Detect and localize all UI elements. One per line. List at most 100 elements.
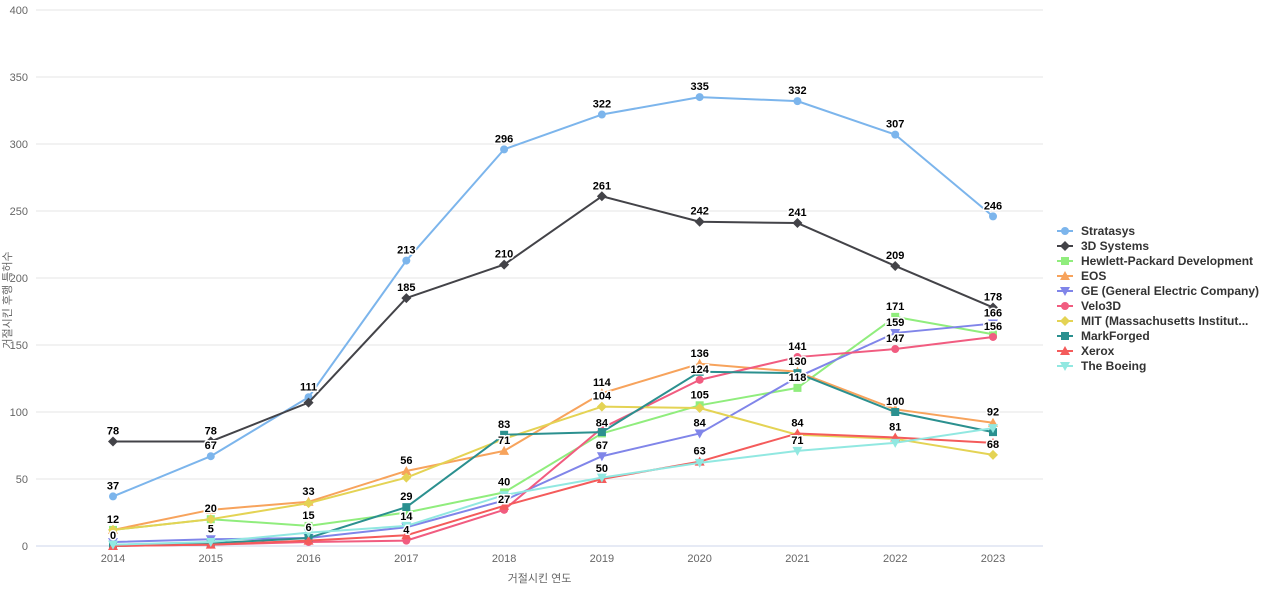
y-tick-label: 100 xyxy=(10,407,28,419)
legend-label: Xerox xyxy=(1081,343,1115,358)
data-label: 37 xyxy=(107,480,119,492)
y-tick-label: 150 xyxy=(10,340,28,352)
y-axis-title: 거절시킨 후행 특허수 xyxy=(2,251,14,349)
data-label: 84 xyxy=(694,417,707,429)
legend-label: The Boeing xyxy=(1081,358,1147,373)
series-3d-systems xyxy=(108,191,998,447)
legend-item-hewlett-packard-development[interactable]: Hewlett-Packard Development xyxy=(1056,253,1259,268)
series-xerox xyxy=(108,428,998,550)
series-velo3d xyxy=(109,332,997,550)
data-label: 242 xyxy=(690,206,708,218)
x-axis-title: 거절시킨 연도 xyxy=(507,573,572,585)
data-label: 209 xyxy=(886,250,904,262)
data-label: 78 xyxy=(205,425,217,437)
y-tick-label: 350 xyxy=(10,72,28,84)
series-markforged xyxy=(109,367,997,550)
series-stratasys xyxy=(109,93,997,501)
data-label: 100 xyxy=(886,396,904,408)
x-tick-label: 2018 xyxy=(492,553,516,565)
data-label: 261 xyxy=(593,180,611,192)
data-label: 84 xyxy=(596,417,609,429)
data-label: 114 xyxy=(593,377,612,389)
series-line xyxy=(112,335,994,547)
y-tick-label: 250 xyxy=(10,206,28,218)
data-label: 156 xyxy=(984,321,1002,333)
data-label: 213 xyxy=(397,245,415,257)
legend-marker-icon xyxy=(1057,240,1073,251)
data-label: 6 xyxy=(305,522,311,534)
legend-label: Velo3D xyxy=(1081,298,1122,313)
legend-label: Hewlett-Packard Development xyxy=(1081,253,1254,268)
x-tick-label: 2021 xyxy=(785,553,809,565)
legend-item-velo3d[interactable]: Velo3D xyxy=(1056,298,1259,313)
data-label: 130 xyxy=(788,356,806,368)
x-tick-label: 2023 xyxy=(981,553,1005,565)
data-label: 12 xyxy=(107,514,119,526)
data-label: 40 xyxy=(498,476,510,488)
data-label: 111 xyxy=(300,381,317,393)
data-label: 332 xyxy=(788,85,806,97)
data-label: 4 xyxy=(403,525,410,537)
data-label: 15 xyxy=(302,510,314,522)
series-line xyxy=(112,195,994,443)
series-line xyxy=(112,432,994,547)
legend-marker-icon xyxy=(1057,301,1073,310)
legend-item-3d-systems[interactable]: 3D Systems xyxy=(1056,238,1259,253)
legend-item-mit-massachusetts-institut[interactable]: MIT (Massachusetts Institut... xyxy=(1056,313,1259,328)
series-line xyxy=(112,322,994,543)
x-tick-label: 2014 xyxy=(101,553,125,565)
series-line xyxy=(112,370,994,547)
legend-item-ge-general-electric-company[interactable]: GE (General Electric Company) xyxy=(1056,283,1259,298)
data-label: 322 xyxy=(593,99,611,111)
legend-marker-icon xyxy=(1057,226,1073,235)
data-label: 33 xyxy=(302,486,314,498)
data-label: 68 xyxy=(987,439,999,451)
x-tick-label: 2017 xyxy=(394,553,418,565)
data-label: 78 xyxy=(107,425,119,437)
data-label: 141 xyxy=(788,341,806,353)
legend-marker-icon xyxy=(1057,361,1073,371)
data-label: 5 xyxy=(208,523,214,535)
legend-marker-icon xyxy=(1057,315,1073,326)
legend-item-xerox[interactable]: Xerox xyxy=(1056,343,1259,358)
series-line xyxy=(112,362,994,531)
legend-label: GE (General Electric Company) xyxy=(1081,283,1260,298)
data-label: 210 xyxy=(495,249,513,261)
y-tick-label: 400 xyxy=(10,5,28,17)
x-tick-label: 2016 xyxy=(296,553,320,565)
legend-item-markforged[interactable]: MarkForged xyxy=(1056,328,1259,343)
data-label: 56 xyxy=(400,455,412,467)
x-tick-label: 2022 xyxy=(883,553,907,565)
legend-item-eos[interactable]: EOS xyxy=(1056,268,1259,283)
data-label: 83 xyxy=(498,419,510,431)
series-the-boeing xyxy=(108,424,998,550)
data-label: 67 xyxy=(596,440,608,452)
data-label: 307 xyxy=(886,119,904,131)
data-label: 20 xyxy=(205,503,217,515)
data-label: 136 xyxy=(690,348,708,360)
legend-marker-icon xyxy=(1057,286,1073,296)
data-label: 178 xyxy=(984,291,1002,303)
data-label: 246 xyxy=(984,200,1002,212)
legend-label: MIT (Massachusetts Institut... xyxy=(1081,313,1249,328)
series-line xyxy=(112,405,994,531)
data-label: 171 xyxy=(886,301,904,313)
legend-marker-icon xyxy=(1057,270,1073,280)
data-label: 104 xyxy=(593,391,612,403)
data-label: 29 xyxy=(400,491,412,503)
y-tick-label: 0 xyxy=(22,541,28,553)
legend-item-stratasys[interactable]: Stratasys xyxy=(1056,223,1259,238)
data-label: 105 xyxy=(690,389,708,401)
data-label: 124 xyxy=(690,364,709,376)
data-label: 118 xyxy=(789,372,807,384)
data-label: 84 xyxy=(791,417,804,429)
legend-item-the-boeing[interactable]: The Boeing xyxy=(1056,358,1259,373)
data-label: 0 xyxy=(110,530,116,542)
data-label: 27 xyxy=(498,494,510,506)
data-label: 92 xyxy=(987,407,999,419)
data-label: 166 xyxy=(984,308,1002,320)
legend-marker-icon xyxy=(1057,256,1073,265)
data-label: 71 xyxy=(791,435,803,447)
